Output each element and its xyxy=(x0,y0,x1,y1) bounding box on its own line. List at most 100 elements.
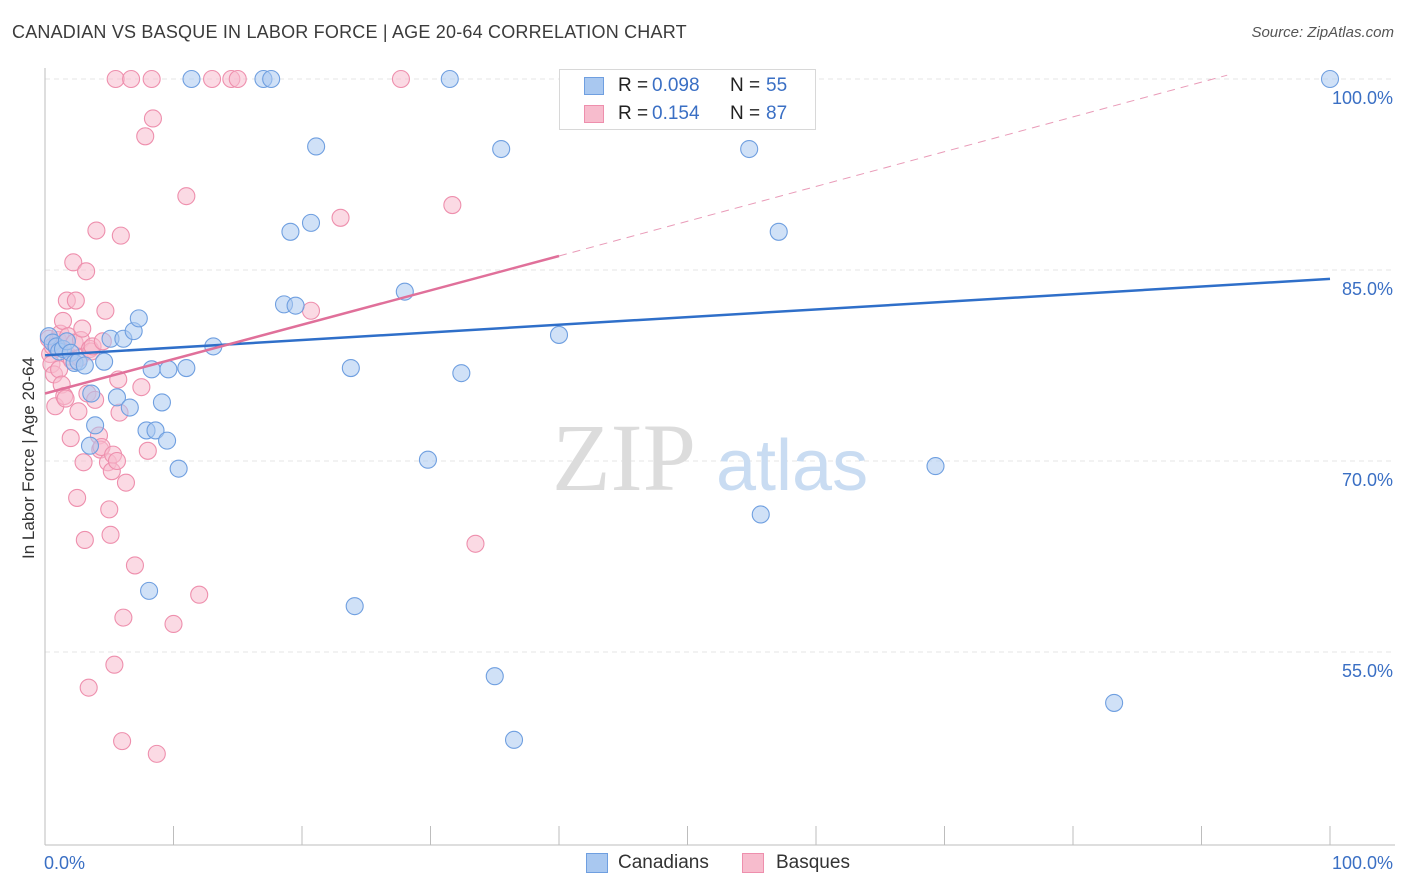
basques-point xyxy=(66,291,85,310)
canadians-point xyxy=(452,364,471,383)
basques-point xyxy=(106,69,125,89)
basques-point xyxy=(68,488,87,507)
stats-legend: R = 0.098 N = 55 R = 0.154 N = 87 xyxy=(559,69,816,130)
canadians-swatch xyxy=(586,853,608,873)
canadians-point xyxy=(107,388,127,407)
canadians-point xyxy=(345,597,364,616)
canadians-point xyxy=(492,139,511,159)
basques-point xyxy=(107,451,127,471)
canadians-point xyxy=(440,69,459,89)
watermark: ZIP atlas xyxy=(552,404,868,511)
canadians-point xyxy=(549,325,569,344)
basques-point xyxy=(105,655,124,674)
canadians-point xyxy=(177,358,196,378)
canadians-point xyxy=(182,69,201,89)
basques-point xyxy=(142,69,161,89)
basques-swatch xyxy=(742,853,764,873)
watermark-zip: ZIP xyxy=(552,404,696,511)
canadians-point xyxy=(152,393,171,412)
basques-point xyxy=(73,319,92,338)
basques-point xyxy=(87,221,106,240)
basques-trend-extension xyxy=(558,74,1228,257)
basques-point xyxy=(113,732,132,751)
basques-point xyxy=(331,208,350,227)
n-label: N = xyxy=(730,75,761,96)
canadians-point xyxy=(307,137,326,156)
basques-point xyxy=(100,500,119,519)
basques-point xyxy=(466,534,485,553)
y-tick-label: 100.0% xyxy=(1332,88,1393,108)
basques-point xyxy=(125,556,144,575)
tick-labels: 55.0% 70.0% 85.0% 100.0% 0.0% 100.0% xyxy=(44,88,1393,873)
basques-trend-line xyxy=(44,254,560,395)
basques-point xyxy=(190,585,209,604)
x-tick-label: 0.0% xyxy=(44,853,85,873)
basques-point xyxy=(228,69,247,89)
r-label: R = xyxy=(618,75,649,96)
canadians-point xyxy=(341,358,360,378)
canadians-point xyxy=(926,457,945,476)
canadians-swatch xyxy=(584,77,604,95)
y-tick-label: 85.0% xyxy=(1342,279,1393,299)
basques-point xyxy=(53,311,73,330)
basques-point xyxy=(143,109,162,128)
basques-point xyxy=(101,525,120,544)
basques-point xyxy=(79,678,98,697)
canadians-point xyxy=(769,222,788,241)
x-tick-label: 100.0% xyxy=(1332,853,1393,873)
canadians-point xyxy=(751,505,770,524)
basques-point xyxy=(164,614,183,634)
basques-point xyxy=(132,378,151,397)
basques-point xyxy=(69,402,88,421)
basques-point xyxy=(111,226,130,245)
canadians-point xyxy=(140,581,159,600)
canadians-legend-label: Canadians xyxy=(618,852,709,873)
canadians-point xyxy=(281,222,300,241)
canadians-point xyxy=(1105,693,1124,712)
r-value-canadians: 0.098 xyxy=(652,75,700,96)
basques-point xyxy=(391,69,410,89)
basques-point xyxy=(122,69,141,89)
canadians-point xyxy=(158,431,177,450)
basques-point xyxy=(136,127,155,146)
r-label: R = xyxy=(618,103,649,124)
basques-point xyxy=(56,389,75,408)
basques-point xyxy=(77,262,96,281)
basques-point xyxy=(114,608,133,627)
basques-point xyxy=(443,196,462,215)
canadians-point xyxy=(120,398,139,417)
canadians-point xyxy=(82,384,101,403)
n-value-canadians: 55 xyxy=(766,75,788,96)
r-value-basques: 0.154 xyxy=(652,103,700,124)
canadians-point xyxy=(504,730,524,749)
y-axis-label: In Labor Force | Age 20-64 xyxy=(19,357,38,559)
basques-point xyxy=(116,473,136,492)
canadians-point xyxy=(301,213,321,232)
canadians-point xyxy=(1320,69,1340,89)
basques-point xyxy=(74,453,93,472)
canadians-point xyxy=(485,667,504,686)
y-tick-label: 55.0% xyxy=(1342,661,1393,681)
n-label: N = xyxy=(730,103,761,124)
basques-point xyxy=(147,744,166,763)
basques-swatch xyxy=(584,105,604,123)
axes xyxy=(44,68,1395,846)
basques-points xyxy=(39,69,485,763)
basques-legend-label: Basques xyxy=(776,852,850,873)
basques-point xyxy=(75,530,94,549)
canadians-point xyxy=(418,450,437,469)
basques-point xyxy=(138,441,157,460)
canadians-point xyxy=(95,352,114,371)
canadians-point xyxy=(169,459,188,478)
y-tick-label: 70.0% xyxy=(1342,470,1393,490)
canadians-trend-line xyxy=(44,277,1331,357)
trend-lines xyxy=(44,74,1331,395)
n-value-basques: 87 xyxy=(766,103,788,124)
grid-lines xyxy=(45,78,1395,653)
basques-point xyxy=(64,253,83,272)
basques-point xyxy=(301,301,321,320)
basques-point xyxy=(96,301,115,320)
canadians-point xyxy=(262,69,281,89)
basques-point xyxy=(203,69,222,89)
